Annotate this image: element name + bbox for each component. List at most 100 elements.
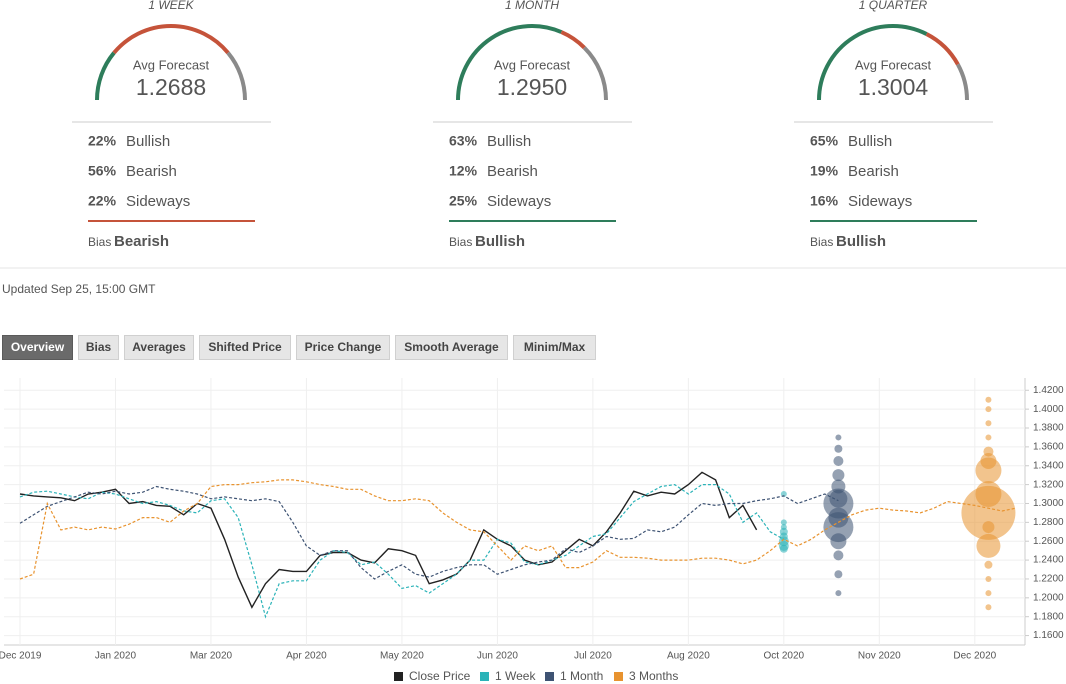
- stat-label: Bearish: [487, 163, 538, 180]
- forecast-bubble: [985, 575, 992, 582]
- legend-swatch: [480, 672, 489, 681]
- forecast-bubble: [779, 544, 788, 553]
- bias-label: Bias: [88, 235, 111, 249]
- series-line: [19, 483, 785, 619]
- tab-label: Overview: [11, 340, 65, 354]
- x-tick-label: Mar 2020: [190, 651, 233, 662]
- gauge-arc: [95, 51, 116, 101]
- x-tick-label: Jul 2020: [574, 651, 612, 662]
- gauge-arc: [456, 24, 563, 101]
- y-tick-label: 1.3000: [1033, 498, 1064, 509]
- stat-label: Bullish: [487, 133, 531, 150]
- stat-label: Sideways: [848, 193, 912, 210]
- stat-label: Sideways: [126, 193, 190, 210]
- x-tick-label: Jan 2020: [95, 651, 137, 662]
- y-tick-label: 1.2800: [1033, 517, 1064, 528]
- tab-background: [2, 335, 73, 360]
- x-tick-label: Jun 2020: [477, 651, 519, 662]
- stat-value: 22%: [88, 193, 117, 209]
- tab-background: [78, 335, 119, 360]
- tab-label: Smooth Average: [404, 340, 499, 354]
- tab-background: [124, 335, 194, 360]
- forecast-bubble: [985, 604, 992, 611]
- tab[interactable]: Bias: [78, 335, 119, 360]
- bias-label: Bias: [449, 235, 472, 249]
- stat-value: 22%: [88, 133, 117, 149]
- bias-value: Bullish: [836, 233, 886, 250]
- forecast-bubble: [834, 444, 843, 453]
- tab-label: Bias: [86, 340, 112, 354]
- stat-label: Bullish: [848, 133, 892, 150]
- tab[interactable]: Shifted Price: [199, 335, 291, 360]
- x-tick-label: Dec 2019: [0, 651, 42, 662]
- legend-swatch: [545, 672, 554, 681]
- bias-label: Bias: [810, 235, 833, 249]
- series-line: [19, 479, 1016, 580]
- forecast-bubble: [780, 491, 787, 498]
- series-line: [19, 485, 839, 580]
- y-tick-label: 1.2200: [1033, 574, 1064, 585]
- panel-title: 1 QUARTER: [859, 0, 928, 12]
- tab-label: Shifted Price: [208, 340, 282, 354]
- tab[interactable]: Averages: [124, 335, 194, 360]
- panel-title: 1 WEEK: [148, 0, 194, 12]
- legend-swatch: [614, 672, 623, 681]
- forecast-bubble: [823, 512, 854, 543]
- forecast-bubble: [832, 469, 845, 482]
- forecast-bubble: [985, 406, 992, 413]
- stat-value: 25%: [449, 193, 478, 209]
- x-tick-label: Oct 2020: [764, 651, 805, 662]
- forecast-bubble: [823, 488, 854, 519]
- forecast-bubble: [982, 521, 995, 534]
- forecast-bubble: [985, 420, 992, 427]
- tab-label: Averages: [132, 340, 186, 354]
- panel-title: 1 MONTH: [505, 0, 559, 12]
- tab-background: [199, 335, 291, 360]
- avg-label: Avg Forecast: [855, 57, 932, 72]
- updated-text: Updated Sep 25, 15:00 GMT: [2, 282, 156, 296]
- x-tick-label: Aug 2020: [667, 651, 710, 662]
- x-tick-label: May 2020: [380, 651, 424, 662]
- forecast-bubble: [780, 519, 787, 526]
- y-tick-label: 1.2600: [1033, 536, 1064, 547]
- stat-label: Bullish: [126, 133, 170, 150]
- y-tick-label: 1.4000: [1033, 404, 1064, 415]
- bias-value: Bearish: [114, 233, 169, 250]
- forecast-bubble: [834, 570, 843, 579]
- tab[interactable]: Price Change: [296, 335, 390, 360]
- gauge-arc: [925, 32, 960, 66]
- gauge-arc: [112, 24, 230, 55]
- tab-background: [296, 335, 390, 360]
- stat-value: 16%: [810, 193, 839, 209]
- legend-label: 3 Months: [629, 669, 678, 683]
- tab[interactable]: Overview: [2, 335, 73, 360]
- forecast-bubble: [961, 485, 1016, 540]
- gauge-arc: [582, 46, 608, 101]
- y-tick-label: 1.2400: [1033, 555, 1064, 566]
- tab-background: [513, 335, 596, 360]
- y-tick-label: 1.1800: [1033, 611, 1064, 622]
- forecast-bubble: [975, 457, 1002, 484]
- forecast-bubble: [976, 533, 1001, 558]
- avg-label: Avg Forecast: [494, 57, 571, 72]
- stat-label: Bearish: [126, 163, 177, 180]
- legend-label: Close Price: [409, 669, 471, 683]
- forecast-bubble: [985, 396, 992, 403]
- tab[interactable]: Minim/Max: [513, 335, 596, 360]
- y-tick-label: 1.3400: [1033, 460, 1064, 471]
- forecast-bubble: [835, 434, 842, 441]
- avg-value: 1.2688: [136, 74, 206, 100]
- y-tick-label: 1.3600: [1033, 442, 1064, 453]
- tab-label: Price Change: [305, 340, 382, 354]
- x-tick-label: Nov 2020: [858, 651, 901, 662]
- y-tick-label: 1.4200: [1033, 385, 1064, 396]
- stat-value: 65%: [810, 133, 839, 149]
- stat-value: 56%: [88, 163, 117, 179]
- gauge-arc: [956, 63, 969, 101]
- avg-value: 1.3004: [858, 74, 929, 100]
- tab[interactable]: Smooth Average: [395, 335, 508, 360]
- tab-label: Minim/Max: [524, 340, 586, 354]
- legend-label: 1 Week: [495, 669, 536, 683]
- avg-value: 1.2950: [497, 74, 567, 100]
